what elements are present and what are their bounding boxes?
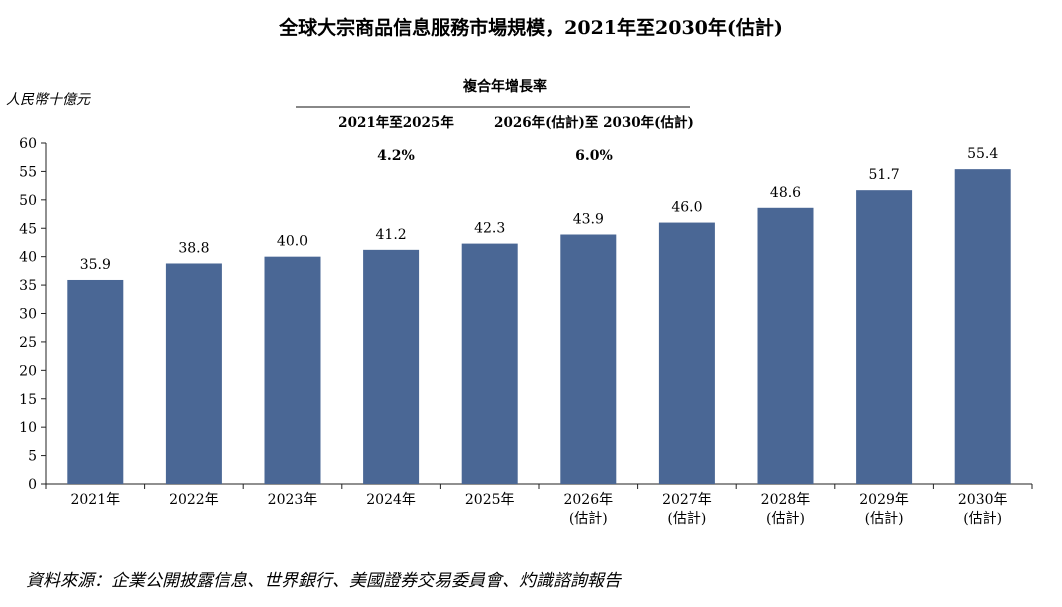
data-label: 55.4 bbox=[967, 146, 998, 162]
x-tick-label: (估計) bbox=[766, 511, 805, 527]
y-tick-label: 55 bbox=[19, 164, 37, 180]
y-tick-label: 60 bbox=[19, 136, 37, 152]
bar bbox=[954, 169, 1011, 485]
cagr-value: 4.2% bbox=[377, 148, 415, 164]
chart-title: 全球大宗商品信息服務市場規模，2021年至2030年(估計) bbox=[278, 16, 783, 39]
y-tick-label: 0 bbox=[28, 477, 37, 493]
y-tick-label: 20 bbox=[19, 363, 37, 379]
y-axis-label: 人民幣十億元 bbox=[6, 92, 91, 108]
y-tick-label: 40 bbox=[19, 250, 37, 266]
data-label: 40.0 bbox=[277, 234, 308, 250]
y-tick-label: 45 bbox=[19, 221, 37, 237]
x-tick-label: 2024年 bbox=[366, 492, 416, 508]
cagr-period-label: 2026年(估計)至 2030年(估計) bbox=[494, 114, 694, 131]
bar bbox=[560, 234, 617, 484]
y-tick-label: 15 bbox=[19, 392, 37, 408]
y-tick-label: 30 bbox=[19, 307, 37, 323]
y-tick-label: 10 bbox=[19, 420, 37, 436]
data-label: 42.3 bbox=[474, 221, 505, 237]
data-label: 35.9 bbox=[80, 257, 111, 273]
bar bbox=[461, 243, 518, 484]
x-tick-label: 2021年 bbox=[70, 492, 120, 508]
data-label: 51.7 bbox=[869, 167, 900, 183]
x-tick-label: 2030年 bbox=[958, 492, 1008, 508]
cagr-period-label: 2021年至2025年 bbox=[338, 114, 454, 131]
cagr-header: 複合年增長率 bbox=[462, 78, 547, 95]
x-tick-label: 2025年 bbox=[465, 492, 515, 508]
y-tick-label: 25 bbox=[19, 335, 37, 351]
x-tick-label: (估計) bbox=[865, 511, 904, 527]
y-tick-label: 35 bbox=[19, 278, 37, 294]
x-tick-label: 2029年 bbox=[859, 492, 909, 508]
x-tick-label: 2022年 bbox=[169, 492, 219, 508]
data-label: 46.0 bbox=[671, 200, 702, 216]
bar bbox=[363, 249, 420, 484]
bar bbox=[658, 222, 715, 485]
source-note: 資料來源：企業公開披露信息、世界銀行、美國證券交易委員會、灼識諮詢報告 bbox=[26, 571, 623, 591]
bar bbox=[67, 279, 124, 484]
y-tick-label: 50 bbox=[19, 193, 37, 209]
x-tick-label: 2027年 bbox=[662, 492, 712, 508]
data-label: 43.9 bbox=[573, 212, 604, 228]
data-label: 41.2 bbox=[376, 227, 407, 243]
x-tick-label: (估計) bbox=[963, 511, 1002, 527]
cagr-value: 6.0% bbox=[575, 148, 613, 164]
x-tick-label: 2028年 bbox=[761, 492, 811, 508]
bar bbox=[165, 263, 222, 484]
x-tick-label: (估計) bbox=[667, 511, 706, 527]
data-label: 48.6 bbox=[770, 185, 801, 201]
y-tick-label: 5 bbox=[28, 449, 37, 465]
bar bbox=[757, 207, 814, 485]
bar bbox=[856, 190, 913, 484]
x-tick-label: (估計) bbox=[569, 511, 608, 527]
x-tick-label: 2023年 bbox=[268, 492, 318, 508]
data-label: 38.8 bbox=[178, 240, 209, 256]
bar bbox=[264, 256, 321, 484]
x-tick-label: 2026年 bbox=[563, 492, 613, 508]
